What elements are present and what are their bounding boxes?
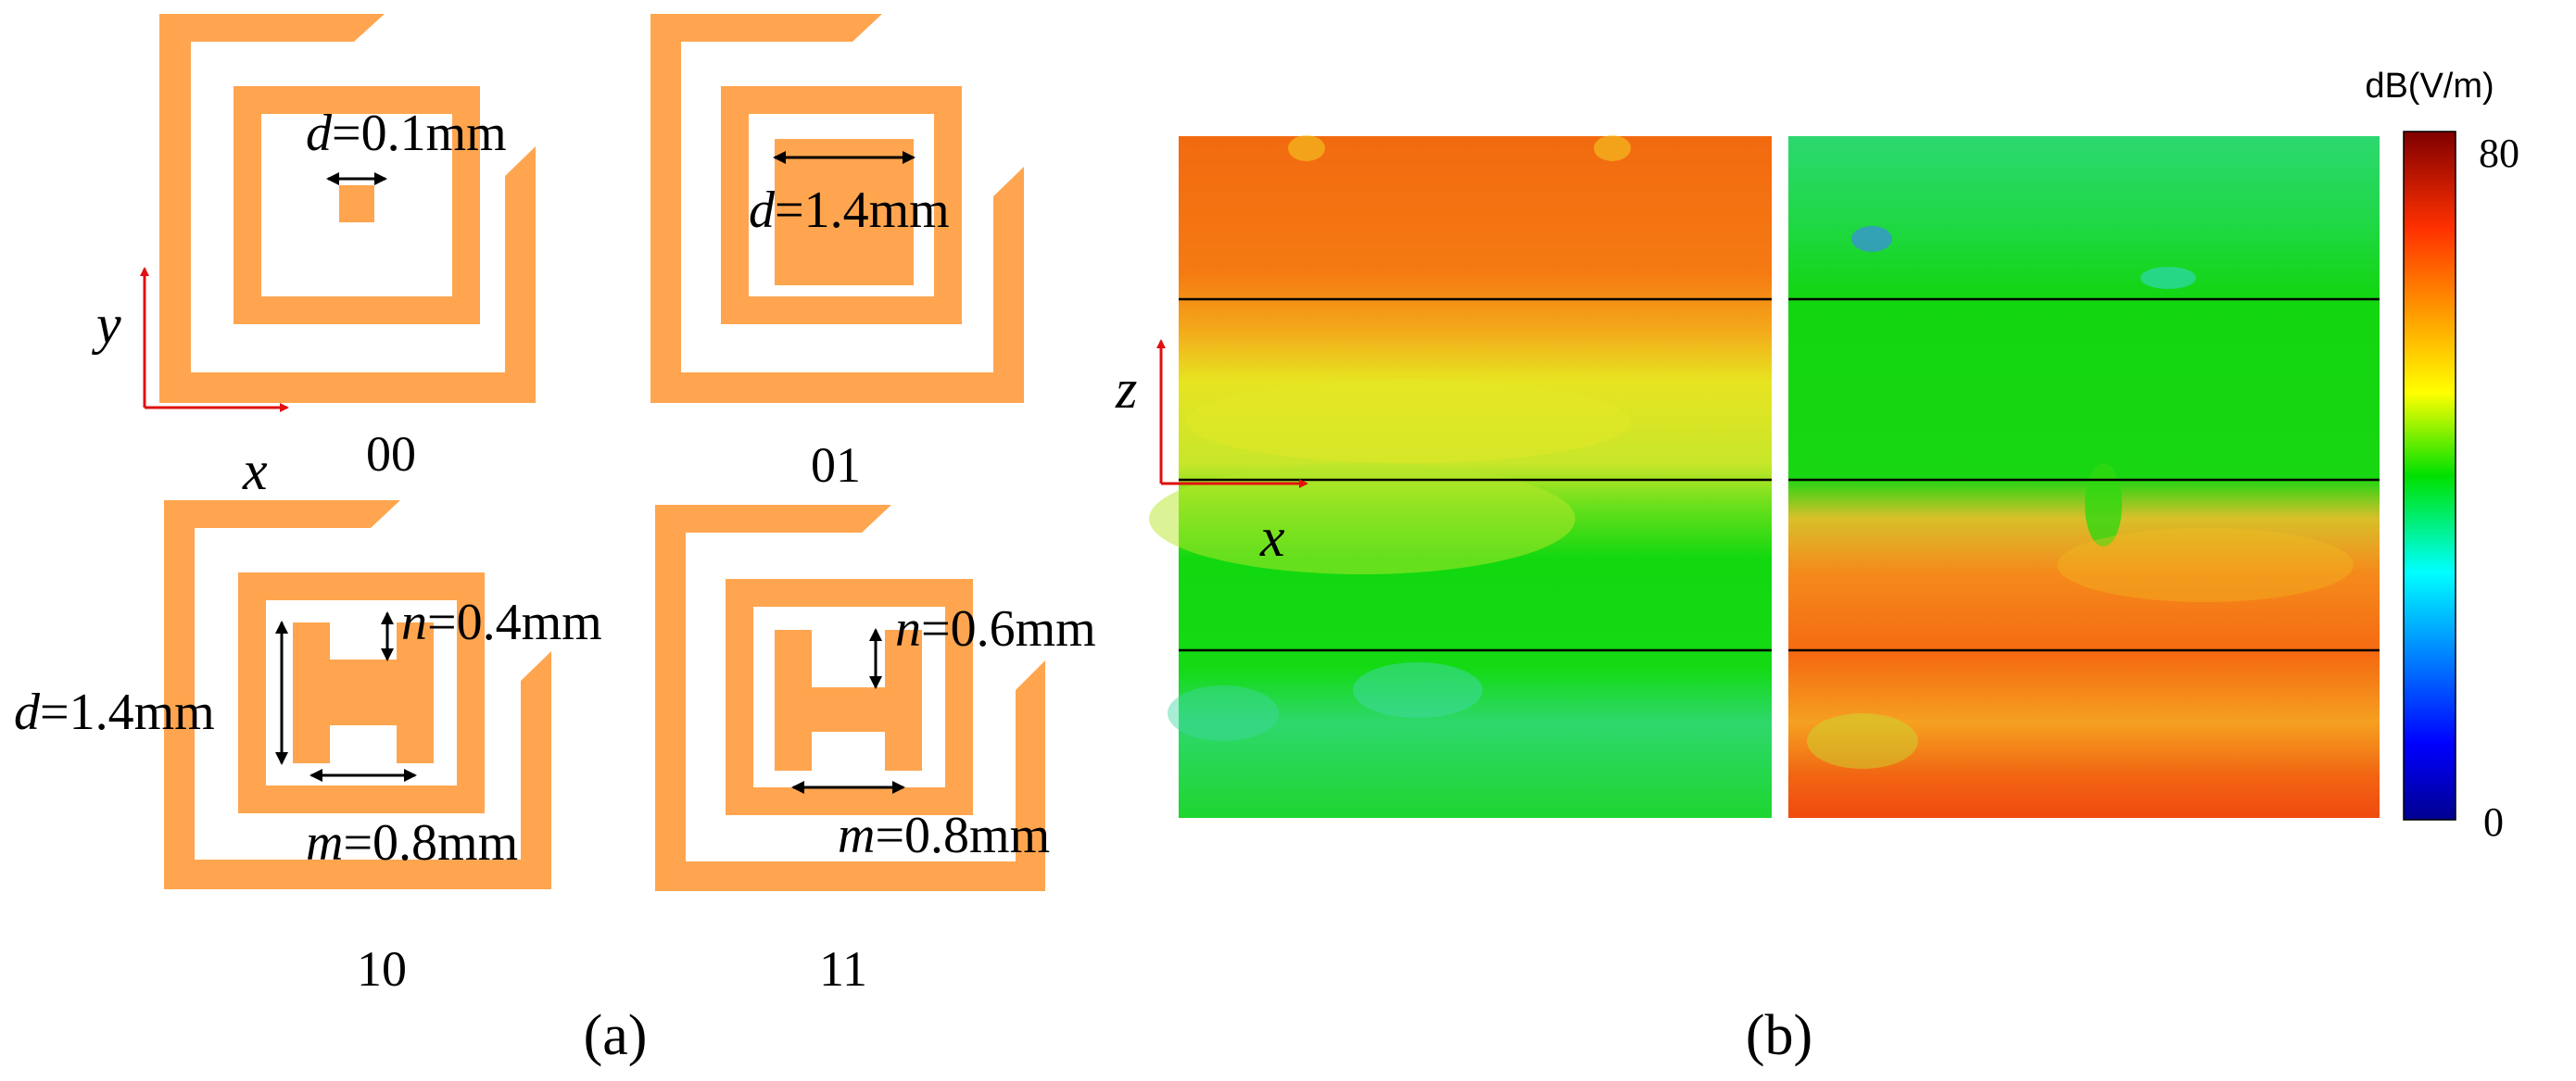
colorbar-unit: dB(V/m) xyxy=(2365,67,2494,106)
colorbar-gradient xyxy=(2403,131,2456,821)
d-label-10: d=1.4mm xyxy=(14,684,215,741)
colorbar-max: 80 xyxy=(2479,131,2519,176)
inner-ring xyxy=(726,579,973,815)
zx-axes xyxy=(1156,339,1308,488)
d-label-01: d=1.4mm xyxy=(749,182,950,239)
colorbar: dB(V/m) 80 0 xyxy=(2365,67,2519,845)
m-label-11: m=0.8mm xyxy=(838,807,1050,864)
colorbar-min: 0 xyxy=(2483,799,2504,845)
code-label-11: 11 xyxy=(819,941,867,997)
n-label-11: n=0.6mm xyxy=(895,600,1096,658)
panel-a-labels: y x d=0.1mm 00 d=1.4mm 01 d=1.4mm n=0.4m… xyxy=(14,105,1096,1067)
h-shaped-patch xyxy=(293,622,434,763)
xy-axes xyxy=(140,267,289,412)
d-label-00: d=0.1mm xyxy=(306,105,507,162)
code-label-00: 00 xyxy=(366,426,416,482)
n-label-10: n=0.4mm xyxy=(401,594,602,651)
y-axis-label: y xyxy=(91,294,121,355)
field-map-left xyxy=(1149,135,1772,818)
x-axis-label: x xyxy=(1259,507,1285,568)
h-shaped-patch xyxy=(775,630,922,771)
unit-cell-00 xyxy=(159,14,536,403)
panel-b-label: (b) xyxy=(1746,1004,1812,1067)
panel-b: z x dB(V/m) 80 0 (b) xyxy=(1115,67,2519,1067)
dimension-arrows xyxy=(275,151,915,794)
unit-cell-10 xyxy=(164,500,551,889)
center-patch xyxy=(339,185,374,222)
panel-a-label: (a) xyxy=(584,1004,648,1067)
panel-a xyxy=(159,14,1045,891)
code-label-01: 01 xyxy=(811,437,861,493)
field-map-right xyxy=(1788,136,2380,818)
inner-ring xyxy=(238,572,485,813)
x-axis-label: x xyxy=(242,440,268,501)
z-axis-label: z xyxy=(1115,358,1137,420)
code-label-10: 10 xyxy=(357,941,407,997)
inner-ring xyxy=(721,86,962,324)
m-label-10: m=0.8mm xyxy=(306,814,518,872)
unit-cell-11 xyxy=(655,505,1045,891)
inner-ring xyxy=(234,86,480,324)
